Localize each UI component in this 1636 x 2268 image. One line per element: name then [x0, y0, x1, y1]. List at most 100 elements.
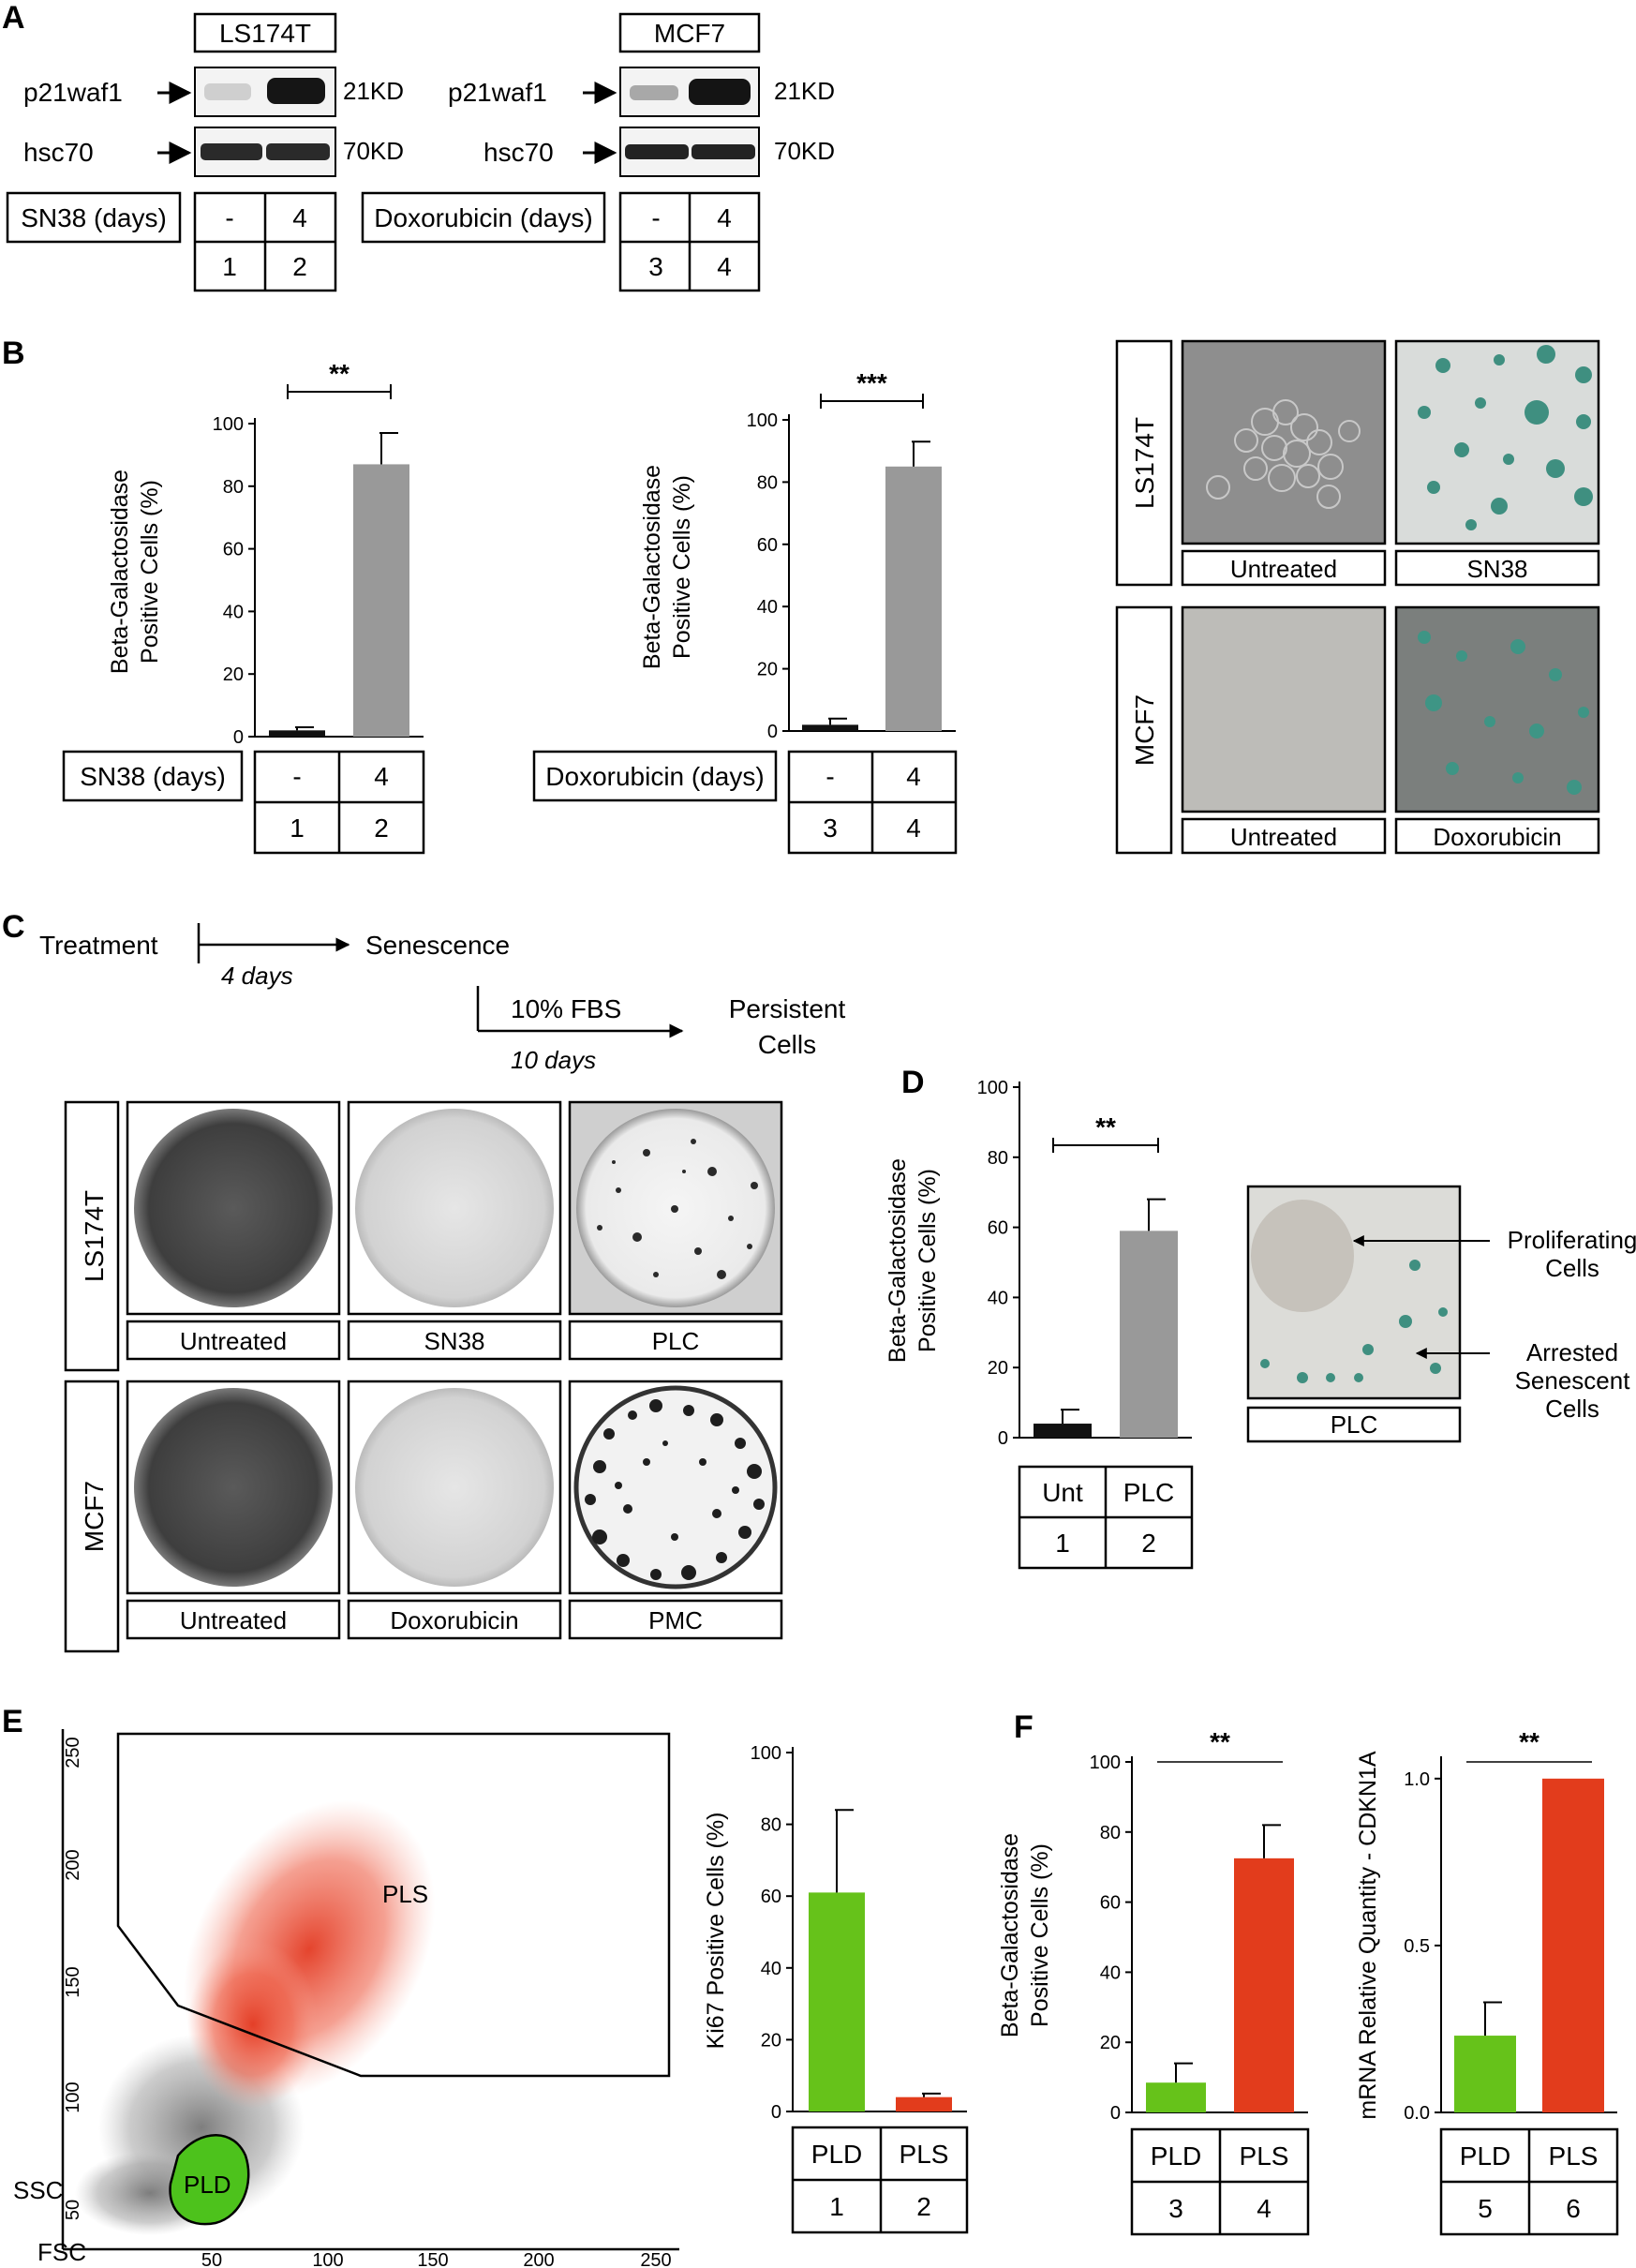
bar-PLS: [896, 2096, 952, 2111]
lane-number: 3: [1168, 2194, 1183, 2223]
treatment-label: SN38 (days): [21, 203, 167, 232]
x-tick: 250: [640, 2250, 671, 2268]
y-tick-label: 0: [233, 727, 244, 748]
panel-letter-b: B: [2, 336, 25, 371]
condition-cell: PLD: [1151, 2141, 1201, 2171]
colonies: [597, 1139, 758, 1279]
lane-number: 1: [290, 813, 305, 843]
x-tick: 150: [417, 2250, 448, 2268]
timeline-persistent: Persistent: [729, 994, 846, 1023]
y-tick-label: 100: [977, 1078, 1008, 1098]
cell-cluster: [1206, 399, 1361, 509]
lane-number: 3: [823, 813, 838, 843]
annotation-cells: Cells: [1545, 1395, 1599, 1423]
y-axis-label: Beta-Galactosidase: [885, 1158, 911, 1363]
lane-number: 2: [916, 2192, 931, 2221]
lane-number: 4: [1257, 2194, 1272, 2223]
timeline-fbs: 10% FBS: [511, 994, 621, 1023]
y-tick-label: 60: [761, 1887, 781, 1907]
y-tick-label: 40: [757, 597, 778, 618]
panel-letter-c: C: [2, 909, 25, 945]
chart-e: 0 20 40 60 80 100 Ki67 Positive Cells (%): [703, 1743, 967, 2123]
treatment-box: [6, 191, 182, 244]
row-label-hsc70: hsc70: [483, 138, 554, 167]
dish-caption: Doxorubicin: [390, 1606, 518, 1634]
table-d: Unt PLC 1 2: [1018, 1465, 1194, 1570]
panel-d: D 0 20 40 60 80 100 Beta-Galactosidase Positive…: [885, 1065, 1636, 1570]
band-lane2-hsc70: [266, 143, 330, 160]
x-tick: 200: [523, 2250, 554, 2268]
bar--: [269, 730, 325, 737]
table-b2: Doxorubicin (days) - 4 3 4: [532, 750, 958, 855]
bar-4: [885, 466, 942, 731]
condition-cell: -: [225, 203, 233, 232]
colony-dish: [355, 1388, 554, 1587]
band-lane1-hsc70: [201, 143, 262, 160]
y-tick-label: 100: [751, 1743, 781, 1764]
size-label: 21KD: [774, 77, 835, 105]
micrograph-grid-b: LS174T Untreated SN38 MCF7: [1115, 339, 1600, 855]
bar-PLC: [1120, 1231, 1178, 1438]
bar-Unt: [1034, 1424, 1092, 1438]
x-tick: 50: [201, 2250, 222, 2268]
treatment-label: Doxorubicin (days): [374, 203, 592, 232]
band-lane4-p21: [689, 79, 751, 105]
panel-letter-a: A: [2, 0, 25, 36]
cell-line-label: LS174T: [1130, 417, 1159, 509]
panel-e: E 250 200 150 100 50 50 100 150 200 250 …: [2, 1704, 969, 2268]
x-tick: 100: [312, 2250, 343, 2268]
condition-cell: -: [292, 762, 301, 791]
y-tick-label: 0.5: [1404, 1936, 1430, 1957]
size-label: 21KD: [343, 77, 404, 105]
y-axis-label: mRNA Relative Quantity - CDKN1A: [1355, 1751, 1381, 2120]
band-lane1-p21: [204, 83, 251, 100]
condition-cell: PLD: [811, 2140, 862, 2169]
timeline-duration1: 4 days: [221, 962, 293, 990]
lane-number: 6: [1566, 2194, 1581, 2223]
cell-line-box: [618, 12, 761, 53]
timeline-senescence: Senescence: [365, 931, 510, 960]
y-tick-label: 20: [988, 1358, 1008, 1379]
significance-label: **: [1095, 1112, 1116, 1141]
lane-number: 4: [906, 813, 921, 843]
row-label-p21waf1: p21waf1: [23, 78, 123, 107]
panel-letter-f: F: [1014, 1709, 1034, 1745]
dish-caption: SN38: [424, 1327, 484, 1355]
cell-line-label: LS174T: [219, 19, 311, 48]
micrograph-caption: Untreated: [1230, 555, 1337, 583]
y-tick-label: 60: [1100, 1893, 1121, 1914]
band-lane3-hsc70: [625, 144, 689, 159]
condition-cell: PLS: [1240, 2141, 1289, 2171]
colony-dish: [573, 1385, 778, 1589]
lane-number: 5: [1478, 2194, 1493, 2223]
condition-cell: PLD: [1460, 2141, 1510, 2171]
cell-line-box: [193, 12, 337, 53]
panel-c: C Treatment 4 days Senescence 10% FBS 10…: [2, 909, 846, 1653]
lane-number: 1: [1055, 1529, 1070, 1558]
dish-caption: Untreated: [180, 1327, 287, 1355]
bar-PLS: [1542, 1778, 1604, 2112]
y-tick-label: 1.0: [1404, 1769, 1430, 1790]
y-tick: 150: [63, 1966, 83, 1997]
treatment-label: SN38 (days): [80, 762, 226, 791]
gate-label-pls: PLS: [382, 1880, 428, 1908]
chart-d: 0 20 40 60 80 100 Beta-Galactosidase Positive C…: [885, 1078, 1192, 1449]
stained-cells: [1418, 345, 1593, 530]
flow-cytometry-plot: 250 200 150 100 50 50 100 150 200 250 SS…: [13, 1729, 679, 2268]
x-axis-label: FSC: [37, 2238, 86, 2266]
micrograph-untreated: [1181, 339, 1387, 545]
cell-line-label: MCF7: [654, 19, 725, 48]
gate-label-pld: PLD: [184, 2171, 231, 2199]
y-tick-label: 60: [988, 1218, 1008, 1239]
y-tick-label: 40: [223, 602, 244, 622]
annotation-senescent: Senescent: [1515, 1366, 1631, 1395]
y-tick-label: 40: [1100, 1962, 1121, 1983]
treatment-box: [361, 191, 606, 244]
y-tick-label: 20: [761, 2030, 781, 2051]
lane-number: 1: [222, 252, 237, 281]
y-tick-label: 0: [1110, 2103, 1121, 2124]
colony-dish: [355, 1109, 554, 1307]
y-tick-label: 80: [988, 1148, 1008, 1169]
colony-dish: [134, 1109, 333, 1307]
